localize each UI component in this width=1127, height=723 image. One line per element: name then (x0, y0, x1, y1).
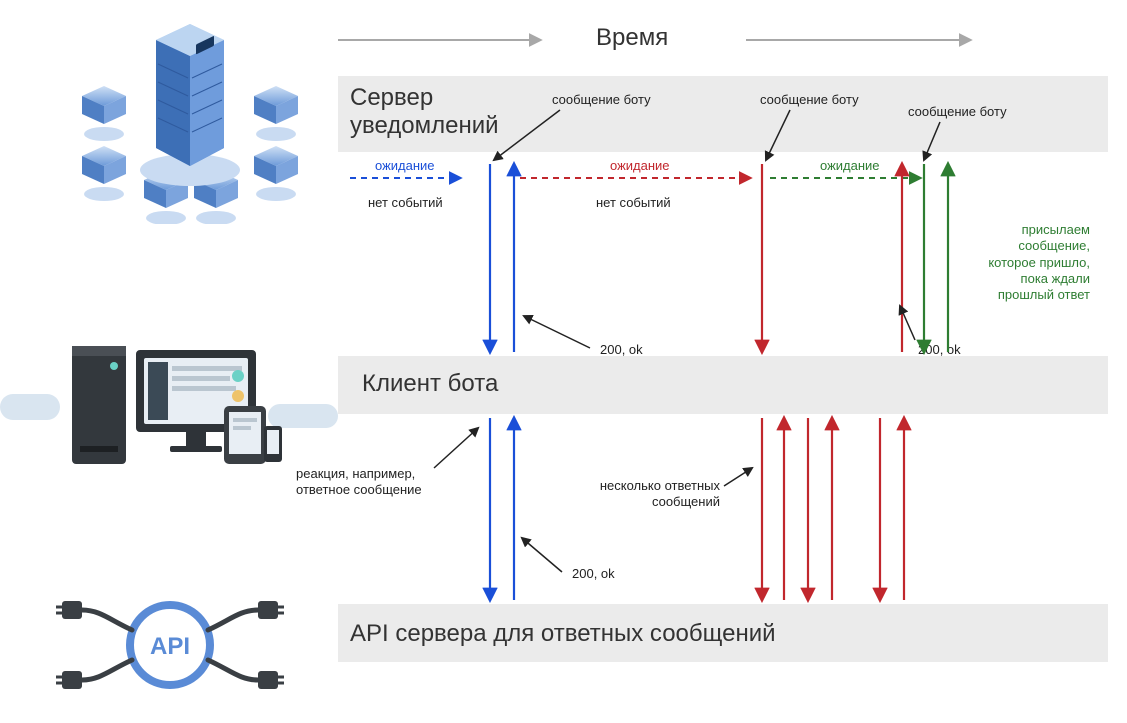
no-events-1: нет событий (368, 195, 443, 211)
cloud-decoration (0, 394, 60, 420)
client-devices-icon (66, 326, 286, 486)
band-title-notif-text: Сервер уведомлений (350, 84, 499, 139)
band-title-notif: Сервер уведомлений (350, 84, 499, 139)
msg-to-bot-3: сообщение боту (908, 104, 1007, 120)
waiting-label-3: ожидание (820, 158, 880, 174)
queued-reply-note: присылаем сообщение, которое пришло, пок… (958, 222, 1090, 303)
api-icon: API (50, 580, 290, 710)
band-title-client: Клиент бота (362, 370, 498, 398)
ok-label-2: 200, ok (572, 566, 615, 582)
band-title-api: API сервера для ответных сообщений (350, 620, 776, 648)
waiting-label-1: ожидание (375, 158, 435, 174)
no-events-2: нет событий (596, 195, 671, 211)
msg-to-bot-1: сообщение боту (552, 92, 651, 108)
ok-label-1: 200, ok (600, 342, 643, 358)
api-icon-label: API (150, 633, 190, 660)
reaction-note: реакция, например, ответное сообщение (296, 466, 422, 499)
ok-label-3: 200, ok (918, 342, 961, 358)
multi-reply-note: несколько ответных сообщений (570, 478, 720, 511)
server-cluster-icon (60, 14, 320, 224)
time-axis-label: Время (596, 24, 668, 52)
msg-to-bot-2: сообщение боту (760, 92, 859, 108)
waiting-label-2: ожидание (610, 158, 670, 174)
